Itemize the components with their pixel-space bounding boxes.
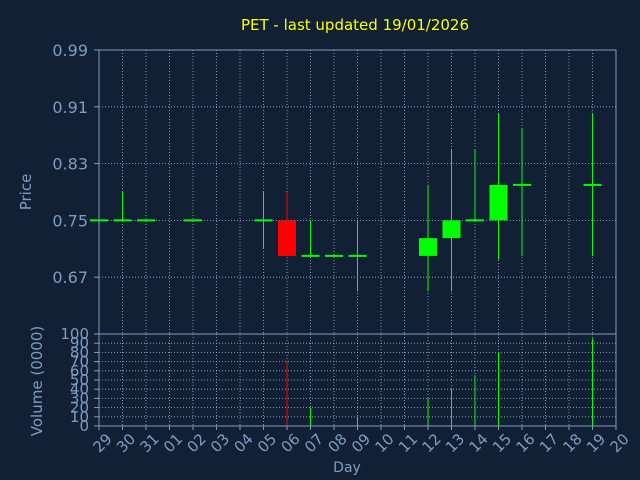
price-y-tick-label: 0.75 [52, 211, 88, 230]
volume-y-tick-label: 50 [70, 371, 89, 389]
volume-y-tick-label: 10 [70, 408, 89, 426]
price-panel: 0.99 0.91 0.83 0.75 0.67 Price [17, 41, 617, 335]
x-axis-label: Day [333, 460, 361, 476]
volume-y-tick-label: 80 [70, 343, 89, 361]
candle-body [278, 220, 296, 256]
price-y-tick-label: 0.83 [52, 155, 88, 174]
volume-y-tick-label: 0 [79, 417, 89, 435]
price-y-axis-ticks: 0.99 0.91 0.83 0.75 0.67 [52, 41, 99, 287]
volume-axis-label: Volume (0000) [28, 326, 46, 436]
price-candles [90, 113, 602, 292]
volume-y-tick-label: 20 [70, 399, 89, 417]
price-y-tick-label: 0.67 [52, 268, 88, 287]
volume-y-tick-label: 30 [70, 389, 89, 407]
volume-bars [286, 338, 593, 426]
price-y-tick-label: 0.91 [52, 98, 88, 117]
candle-body [419, 238, 437, 256]
volume-y-tick-label: 90 [70, 334, 89, 352]
volume-y-tick-label: 100 [60, 325, 89, 343]
candle-body [489, 184, 508, 221]
volume-y-tick-label: 70 [70, 353, 89, 371]
price-axis-label: Price [17, 174, 35, 211]
volume-y-tick-label: 60 [70, 362, 89, 380]
chart-title: PET - last updated 19/01/2026 [241, 16, 469, 34]
volume-y-tick-label: 40 [70, 380, 89, 398]
price-y-tick-label: 0.99 [52, 41, 88, 60]
candle-body [442, 220, 461, 239]
